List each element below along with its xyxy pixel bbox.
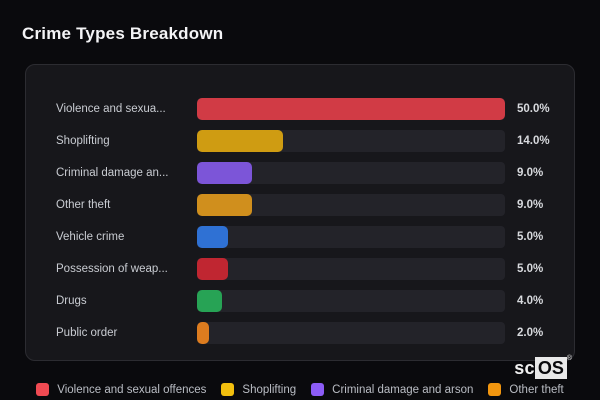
legend-color-chip [36,383,50,396]
bar-value-label: 14.0% [517,135,550,147]
bar-track [197,194,505,216]
bar-track [197,226,505,248]
bar-track [197,290,505,312]
legend-color-chip [221,383,235,396]
bar-fill[interactable] [197,194,253,216]
chart-legend: Violence and sexual offences Shoplifting C… [0,383,600,396]
bar-fill[interactable] [197,162,253,184]
legend-label: Other theft [509,383,564,396]
bar-category-label: Violence and sexua... [56,103,166,115]
crime-breakdown-chart-panel: Violence and sexua... 50.0% Shoplifting 14.… [25,64,575,361]
bar-row: Violence and sexua... 50.0% [56,93,550,125]
watermark-prefix: sc [514,357,535,378]
bar-row: Drugs 4.0% [56,285,550,317]
legend-label: Violence and sexual offences [57,383,207,396]
bar-row: Possession of weap... 5.0% [56,253,550,285]
legend-item[interactable]: Violence and sexual offences [36,383,206,396]
legend-label: Criminal damage and arson [332,383,474,396]
bar-fill[interactable] [197,130,284,152]
bar-value-label: 9.0% [517,167,544,179]
bar-fill[interactable] [197,290,222,312]
bar-track [197,322,505,344]
bar-rows: Violence and sexua... 50.0% Shoplifting 14.… [56,93,550,349]
bar-fill[interactable] [197,322,210,344]
bar-row: Criminal damage an... 9.0% [56,157,550,189]
legend-color-chip [488,383,502,396]
bar-value-label: 2.0% [517,327,544,339]
bar-value-label: 50.0% [517,103,550,115]
bar-row: Other theft 9.0% [56,189,550,221]
page-title: Crime Types Breakdown [22,24,224,43]
bar-category-label: Shoplifting [56,135,110,147]
legend-item[interactable]: Other theft [488,383,564,396]
bar-fill[interactable] [197,226,228,248]
bar-category-label: Public order [56,327,118,339]
bar-value-label: 5.0% [517,263,544,275]
bar-track [197,258,505,280]
bar-track [197,162,505,184]
bar-row: Shoplifting 14.0% [56,125,550,157]
legend-color-chip [311,383,325,396]
scos-watermark: sc OS ® [514,355,572,379]
legend-label: Shoplifting [242,383,297,396]
bar-category-label: Vehicle crime [56,231,125,243]
bar-fill[interactable] [197,258,228,280]
bar-row: Vehicle crime 5.0% [56,221,550,253]
bar-value-label: 4.0% [517,295,544,307]
bar-track [197,98,505,120]
bar-value-label: 9.0% [517,199,544,211]
bar-fill[interactable] [197,98,505,120]
bar-category-label: Possession of weap... [56,263,168,275]
registered-trademark-icon: ® [566,355,572,362]
bar-value-label: 5.0% [517,231,544,243]
bar-category-label: Criminal damage an... [56,167,169,179]
watermark-suffix: OS [534,357,567,379]
legend-item[interactable]: Shoplifting [221,383,296,396]
legend-item[interactable]: Criminal damage and arson [311,383,473,396]
bar-track [197,130,505,152]
bar-category-label: Other theft [56,199,111,211]
bar-row: Public order 2.0% [56,317,550,349]
bar-category-label: Drugs [56,295,87,307]
